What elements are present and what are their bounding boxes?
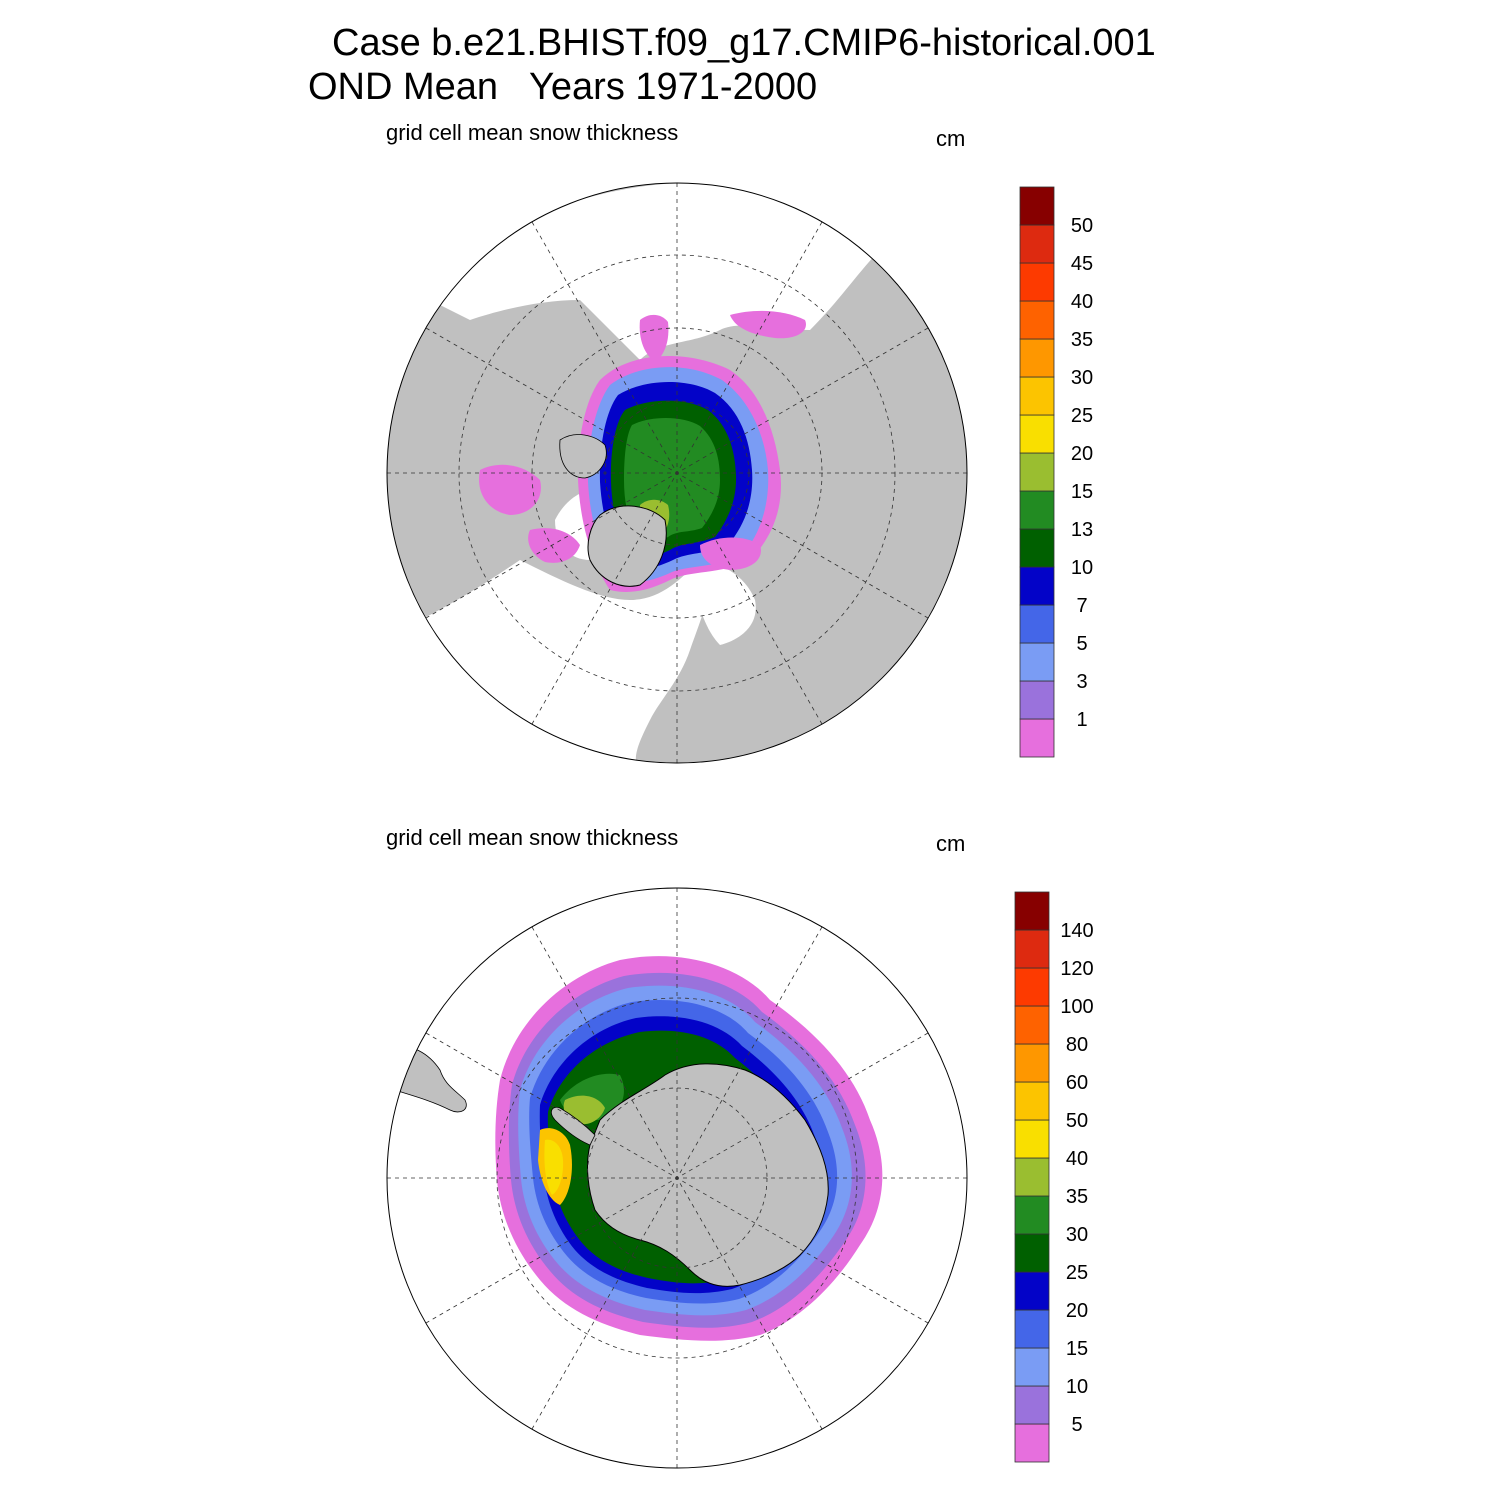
south-colorbar: 5 10 15 20 25 30 35 40 50 60 80 100 120 140: [1014, 891, 1094, 1463]
south-colorbar-tick-label: 140: [1060, 920, 1093, 942]
north-colorbar-tick-label: 13: [1071, 519, 1093, 541]
north-colorbar-swatch: [1019, 642, 1055, 682]
south-colorbar-tick-label: 120: [1060, 958, 1093, 980]
north-colorbar-tick-label: 15: [1071, 481, 1093, 503]
north-land-greenland: [587, 505, 667, 587]
south-colorbar-swatch: [1014, 1043, 1050, 1083]
south-colorbar-swatch: [1014, 1271, 1050, 1311]
north-colorbar-swatch: [1019, 262, 1055, 302]
south-colorbar-tick-label: 100: [1060, 996, 1093, 1018]
north-units-label: cm: [936, 126, 966, 151]
north-variable-label: grid cell mean snow thickness: [386, 120, 679, 145]
south-colorbar-swatch: [1014, 1157, 1050, 1197]
south-colorbar-swatch: [1014, 891, 1050, 931]
south-units-label: cm: [936, 831, 966, 856]
north-colorbar-swatch: [1019, 490, 1055, 530]
north-colorbar-tick-label: 45: [1071, 253, 1093, 275]
case-title: Case b.e21.BHIST.f09_g17.CMIP6-historica…: [332, 22, 1156, 64]
south-colorbar-tick-label: 80: [1066, 1034, 1088, 1056]
north-polar-map: [386, 182, 968, 764]
north-colorbar-swatch: [1019, 452, 1055, 492]
south-colorbar-swatch: [1014, 1347, 1050, 1387]
south-colorbar-tick-label: 60: [1066, 1072, 1088, 1094]
south-colorbar-tick-label: 50: [1066, 1110, 1088, 1132]
north-colorbar-tick-label: 5: [1076, 633, 1087, 655]
south-colorbar-tick-label: 5: [1071, 1414, 1082, 1436]
south-colorbar-tick-label: 40: [1066, 1148, 1088, 1170]
south-colorbar-tick-label: 10: [1066, 1376, 1088, 1398]
south-colorbar-tick-label: 25: [1066, 1262, 1088, 1284]
south-colorbar-tick-label: 30: [1066, 1224, 1088, 1246]
south-map-border: [386, 887, 968, 1469]
south-colorbar-swatch: [1014, 1081, 1050, 1121]
north-land-archipelago: [559, 434, 607, 479]
south-variable-label: grid cell mean snow thickness: [386, 825, 679, 850]
north-snow-hudson-pink: [479, 464, 541, 515]
south-graticule: [387, 888, 967, 1468]
south-colorbar-swatch: [1014, 1119, 1050, 1159]
north-colorbar-swatch: [1019, 338, 1055, 378]
north-colorbar-swatch: [1019, 414, 1055, 454]
south-colorbar-swatch: [1014, 1005, 1050, 1045]
north-snow-okhotsk-pink: [730, 310, 806, 339]
south-colorbar-swatch: [1014, 1233, 1050, 1273]
south-colorbar-tick-label: 35: [1066, 1186, 1088, 1208]
north-colorbar-tick-label: 10: [1071, 557, 1093, 579]
south-colorbar-swatch: [1014, 1423, 1050, 1463]
north-snow-bering-pink: [639, 314, 669, 362]
north-colorbar-swatch: [1019, 718, 1055, 758]
north-map-border: [386, 182, 968, 764]
period-title: OND Mean Years 1971-2000: [308, 66, 818, 108]
north-colorbar-tick-label: 40: [1071, 291, 1093, 313]
north-snow-barents-pink: [700, 537, 761, 570]
south-colorbar-swatch: [1014, 967, 1050, 1007]
north-colorbar-swatch: [1019, 566, 1055, 606]
north-colorbar-swatch: [1019, 604, 1055, 644]
north-colorbar-tick-label: 20: [1071, 443, 1093, 465]
south-colorbar-tick-label: 20: [1066, 1300, 1088, 1322]
north-colorbar-tick-label: 30: [1071, 367, 1093, 389]
south-colorbar-swatch: [1014, 1385, 1050, 1425]
south-colorbar-swatch: [1014, 1309, 1050, 1349]
north-colorbar-tick-label: 3: [1076, 671, 1087, 693]
north-ocean-norwegian: [690, 560, 756, 645]
north-colorbar-swatch: [1019, 186, 1055, 226]
south-land-peninsula: [550, 1106, 596, 1146]
north-colorbar-tick-label: 1: [1076, 709, 1087, 731]
north-colorbar-swatch: [1019, 224, 1055, 264]
north-colorbar-swatch: [1019, 680, 1055, 720]
north-colorbar-tick-label: 25: [1071, 405, 1093, 427]
north-graticule: [387, 183, 967, 763]
south-snow-weddell-lemon: [544, 1139, 564, 1195]
north-colorbar-swatch: [1019, 376, 1055, 416]
south-colorbar-swatch: [1014, 929, 1050, 969]
north-colorbar-tick-label: 50: [1071, 215, 1093, 237]
south-colorbar-swatch: [1014, 1195, 1050, 1235]
north-colorbar-tick-label: 35: [1071, 329, 1093, 351]
north-colorbar-tick-label: 7: [1076, 595, 1087, 617]
north-colorbar-swatch: [1019, 528, 1055, 568]
north-colorbar-swatch: [1019, 300, 1055, 340]
south-colorbar-tick-label: 15: [1066, 1338, 1088, 1360]
south-polar-map: [386, 887, 968, 1469]
